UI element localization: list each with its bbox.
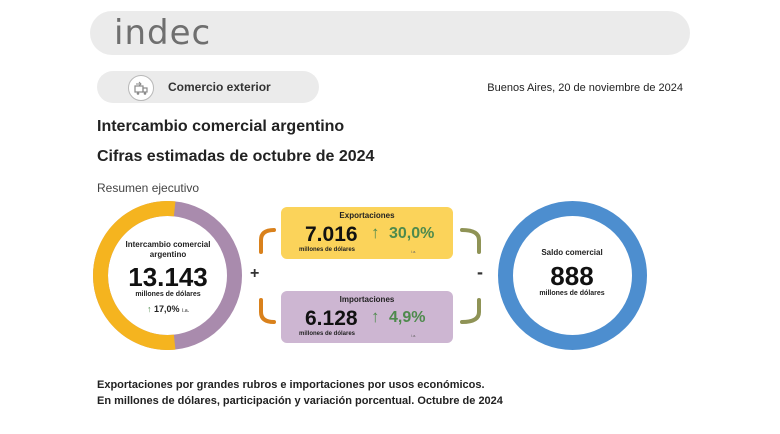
saldo-donut (498, 201, 647, 350)
minus-operator: - (477, 262, 483, 282)
section-pill: Comercio exterior (97, 71, 319, 103)
exports-ring-segment (93, 201, 176, 350)
footer-line-1: Exportaciones por grandes rubros e impor… (97, 379, 485, 391)
intercambio-value: 13.143 (128, 262, 208, 292)
saldo-text: Saldo comercial 888 millones de dólares (522, 248, 622, 297)
imports-unit: millones de dólares (299, 331, 356, 337)
imports-value: 6.128 (305, 307, 358, 330)
imports-variation: 4,9% (389, 309, 426, 326)
plus-operator: + (250, 265, 260, 282)
imports-note: i.a. (411, 333, 417, 338)
intercambio-label: Intercambio comercial argentino (125, 240, 211, 259)
exports-unit: millones de dólares (299, 247, 356, 253)
arrow-up-icon: ↑ (371, 307, 380, 326)
arrow-up-icon: ↑ (146, 304, 152, 314)
intercambio-variation: 17,0% (154, 304, 180, 314)
summary-label: Resumen ejecutivo (97, 181, 200, 195)
saldo-label: Saldo comercial (541, 248, 603, 257)
exports-variation: 30,0% (389, 225, 435, 242)
intercambio-donut (93, 201, 242, 350)
report-date: Buenos Aires, 20 de noviembre de 2024 (487, 82, 683, 94)
intercambio-unit: millones de dólares (135, 291, 201, 298)
saldo-value: 888 (550, 261, 594, 291)
imports-bracket-right (460, 298, 481, 324)
page-subtitle: Cifras estimadas de octubre de 2024 (97, 148, 375, 165)
exports-bracket-right (460, 228, 481, 254)
exports-value: 7.016 (305, 223, 358, 246)
imports-bracket-left (259, 298, 276, 324)
arrow-up-icon: ↑ (371, 223, 380, 242)
section-label: Comercio exterior (168, 80, 271, 94)
footer-line-2: En millones de dólares, participación y … (97, 395, 503, 407)
header-bar: indec (90, 11, 690, 55)
intercambio-variation-note: i.a. (182, 308, 189, 314)
imports-card: Importaciones 6.128 ↑ 4,9% millones de d… (281, 291, 453, 343)
trade-icon (128, 75, 154, 101)
exports-card: Exportaciones 7.016 ↑ 30,0% millones de … (281, 207, 453, 259)
exports-title: Exportaciones (339, 211, 395, 220)
page-title: Intercambio comercial argentino (97, 118, 345, 135)
exports-note: i.a. (411, 249, 417, 254)
saldo-unit: millones de dólares (539, 290, 605, 297)
indec-logo[interactable]: indec (114, 13, 212, 53)
imports-title: Importaciones (339, 295, 395, 304)
intercambio-variation-row: ↑ 17,0% i.a. (118, 304, 218, 314)
intercambio-text: Intercambio comercial argentino 13.143 m… (118, 240, 218, 314)
exports-bracket-left (259, 228, 276, 254)
saldo-ring (498, 201, 647, 350)
